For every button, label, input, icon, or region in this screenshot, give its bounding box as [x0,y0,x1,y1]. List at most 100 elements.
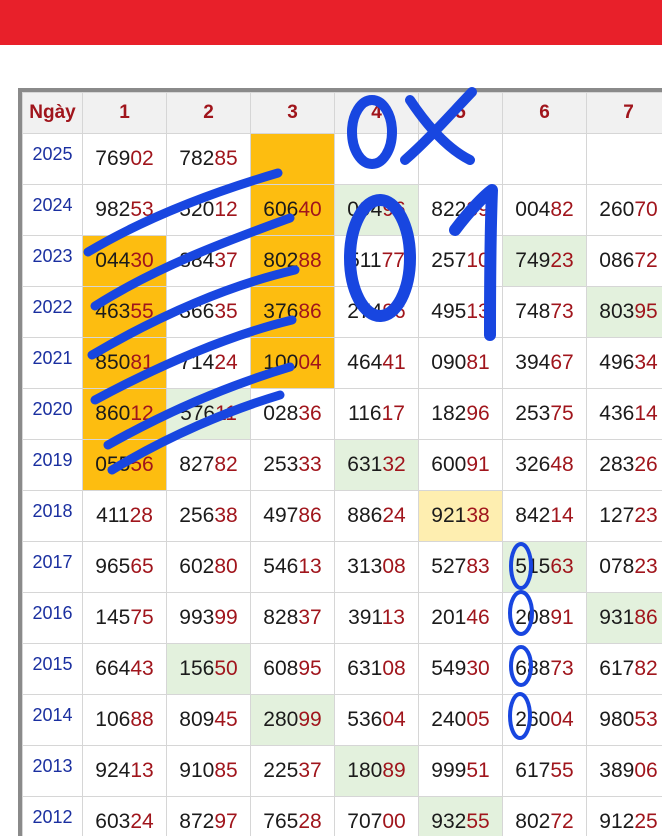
number-cell: 27496 [334,286,419,338]
number-cell: 68873 [502,643,587,695]
column-header: 7 [586,92,662,134]
number-cell: 76528 [250,796,335,836]
year-cell: 2024 [22,184,83,236]
number-cell: 87297 [166,796,251,836]
number-cell: 15650 [166,643,251,695]
number-cell: 54930 [418,643,503,695]
number-cell: 07823 [586,541,662,593]
number-cell: 82782 [166,439,251,491]
number-cell [334,133,419,185]
number-cell: 49786 [250,490,335,542]
table-row: 2016 14575 99399 82837 39113 20146 20891 93186 [22,592,662,644]
table-row: 2025 76902 78285 [22,133,662,185]
column-header: 4 [334,92,419,134]
number-cell: 53604 [334,694,419,746]
number-cell: 28099 [250,694,335,746]
number-cell: 80288 [250,235,335,287]
number-cell [418,133,503,185]
number-cell: 99399 [166,592,251,644]
number-cell: 80945 [166,694,251,746]
year-cell: 2017 [22,541,83,593]
number-cell: 49634 [586,337,662,389]
number-cell: 52012 [166,184,251,236]
number-cell: 25638 [166,490,251,542]
number-cell: 85081 [82,337,167,389]
header-bar [0,0,662,45]
number-cell: 60640 [250,184,335,236]
number-cell: 99951 [418,745,503,797]
number-cell: 98053 [586,694,662,746]
number-cell: 91085 [166,745,251,797]
number-cell: 37686 [250,286,335,338]
number-cell: 92138 [418,490,503,542]
number-cell: 00482 [502,184,587,236]
year-cell: 2019 [22,439,83,491]
header-row: Ngày 1 2 3 4 5 6 7 [22,92,662,134]
number-cell: 20146 [418,592,503,644]
number-cell: 93186 [586,592,662,644]
number-cell: 32648 [502,439,587,491]
year-cell: 2025 [22,133,83,185]
table-row: 2023 04430 88437 80288 51177 25710 74923 08672 [22,235,662,287]
number-cell: 74873 [502,286,587,338]
number-cell: 82239 [418,184,503,236]
number-cell: 22537 [250,745,335,797]
number-cell: 05556 [82,439,167,491]
table-row: 2019 05556 82782 25333 63132 60091 32648 28326 [22,439,662,491]
number-cell: 25375 [502,388,587,440]
number-cell: 09081 [418,337,503,389]
number-cell: 38906 [586,745,662,797]
table-row: 2017 96565 60280 54613 31308 52783 51563 07823 [22,541,662,593]
number-cell: 24005 [418,694,503,746]
number-cell: 51563 [502,541,587,593]
year-cell: 2013 [22,745,83,797]
column-header: 2 [166,92,251,134]
table-container: Ngày 1 2 3 4 5 6 7 2025 76902 78285 2024 98253 52012 6… [18,88,662,836]
number-cell: 04430 [82,235,167,287]
number-cell: 36635 [166,286,251,338]
number-cell: 41128 [82,490,167,542]
number-cell: 46355 [82,286,167,338]
number-cell: 39467 [502,337,587,389]
column-header: 1 [82,92,167,134]
number-cell: 02836 [250,388,335,440]
number-cell: 51177 [334,235,419,287]
number-cell: 26070 [586,184,662,236]
number-cell: 60324 [82,796,167,836]
number-cell: 31308 [334,541,419,593]
number-cell: 18296 [418,388,503,440]
number-cell: 25333 [250,439,335,491]
number-cell: 61755 [502,745,587,797]
number-cell: 74923 [502,235,587,287]
number-cell: 14575 [82,592,167,644]
number-cell: 98253 [82,184,167,236]
number-cell [502,133,587,185]
number-cell: 18089 [334,745,419,797]
number-cell: 39113 [334,592,419,644]
number-cell: 88437 [166,235,251,287]
year-cell: 2015 [22,643,83,695]
number-cell [586,133,662,185]
number-cell: 63132 [334,439,419,491]
number-cell: 88624 [334,490,419,542]
number-cell: 61782 [586,643,662,695]
number-cell: 09496 [334,184,419,236]
year-cell: 2022 [22,286,83,338]
table-row: 2020 86012 57611 02836 11617 18296 25375 43614 [22,388,662,440]
year-cell: 2021 [22,337,83,389]
column-header: 6 [502,92,587,134]
number-cell: 66443 [82,643,167,695]
table-row: 2018 41128 25638 49786 88624 92138 84214 12723 [22,490,662,542]
year-cell: 2020 [22,388,83,440]
number-cell: 60895 [250,643,335,695]
number-cell: 26004 [502,694,587,746]
number-cell: 92413 [82,745,167,797]
number-cell: 82837 [250,592,335,644]
number-cell: 54613 [250,541,335,593]
table-row: 2015 66443 15650 60895 63108 54930 68873 61782 [22,643,662,695]
year-cell: 2016 [22,592,83,644]
number-cell: 52783 [418,541,503,593]
number-cell: 28326 [586,439,662,491]
number-cell: 10688 [82,694,167,746]
